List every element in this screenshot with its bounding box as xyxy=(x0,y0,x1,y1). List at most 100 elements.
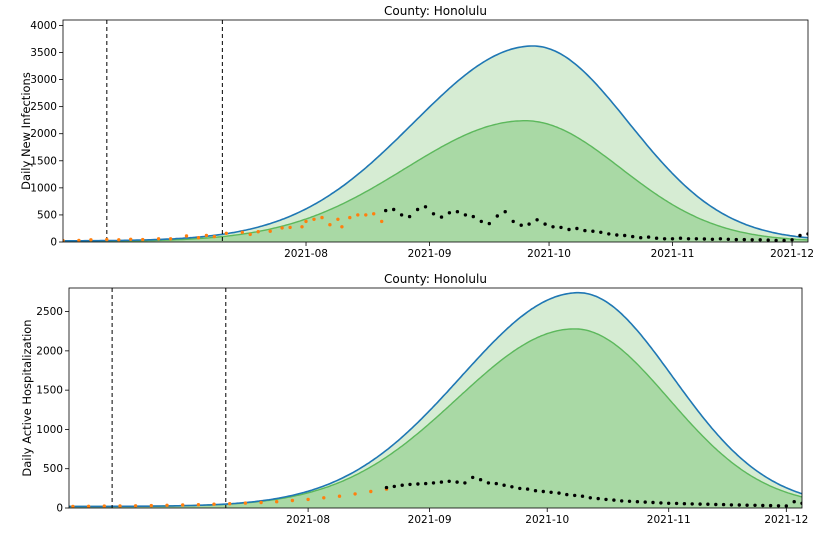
chart-title: County: Honolulu xyxy=(384,4,487,18)
y-tick-label: 1000 xyxy=(30,182,57,194)
training-point xyxy=(369,489,373,494)
observed-point xyxy=(710,237,715,241)
observed-point xyxy=(620,499,624,503)
observed-point xyxy=(575,226,579,231)
observed-point xyxy=(745,503,749,507)
training-point xyxy=(196,503,201,507)
y-axis-label: Daily New Infections xyxy=(19,72,33,190)
observed-point xyxy=(627,499,632,503)
observed-point xyxy=(670,237,675,241)
observed-point xyxy=(750,238,754,242)
training-point xyxy=(86,504,91,508)
training-point xyxy=(129,237,133,241)
training-point xyxy=(228,502,232,506)
observed-point xyxy=(742,237,746,242)
x-tick-label: 2021-09 xyxy=(408,248,452,260)
observed-point xyxy=(737,503,741,507)
observed-point xyxy=(567,227,571,232)
training-point xyxy=(181,503,185,507)
y-tick-label: 2000 xyxy=(36,345,63,357)
upper-projection-line xyxy=(63,45,808,242)
observed-point xyxy=(784,504,788,508)
observed-point xyxy=(415,207,420,212)
observed-point xyxy=(631,234,635,239)
training-point xyxy=(141,237,145,242)
y-tick-label: 4000 xyxy=(30,20,57,32)
observed-point xyxy=(551,225,555,229)
observed-point xyxy=(615,233,619,237)
observed-point xyxy=(494,481,498,486)
observed-point xyxy=(503,210,507,214)
observed-point xyxy=(525,487,530,491)
observed-point xyxy=(726,237,730,241)
observed-point xyxy=(662,237,667,241)
observed-point xyxy=(407,214,412,219)
training-point xyxy=(105,237,109,242)
observed-point xyxy=(527,222,531,226)
observed-point xyxy=(439,215,444,219)
plot-frame xyxy=(62,19,809,243)
observed-point xyxy=(543,222,547,226)
observed-point xyxy=(734,237,738,242)
training-point xyxy=(306,497,310,502)
training-point xyxy=(348,215,352,220)
y-tick-label: 500 xyxy=(43,463,63,475)
training-point xyxy=(259,500,263,505)
observed-point xyxy=(408,482,412,487)
chart-panel-hospitalization: 0 500 1000 1500 2000 2500 2021-08 2021-09 2021-1… xyxy=(0,268,824,536)
observed-point xyxy=(729,503,734,507)
training-point xyxy=(77,238,81,242)
observed-point xyxy=(761,503,765,508)
observed-point xyxy=(431,212,436,216)
training-point xyxy=(212,234,217,239)
x-tick-label: 2021-08 xyxy=(284,248,328,260)
training-point xyxy=(372,212,376,216)
hospitalization-chart: 0 500 1000 1500 2000 2500 2021-08 2021-09 2021-1… xyxy=(20,272,808,526)
x-tick-label: 2021-10 xyxy=(527,248,571,260)
observed-point xyxy=(714,502,718,507)
y-tick-label: 1000 xyxy=(36,424,63,436)
training-point xyxy=(288,225,292,230)
observed-point xyxy=(599,230,603,234)
plot-area xyxy=(63,20,808,242)
training-point xyxy=(102,504,107,508)
training-point xyxy=(149,503,153,508)
y-tick-label: 1500 xyxy=(30,155,57,167)
training-point xyxy=(204,233,209,238)
observed-point xyxy=(798,233,802,238)
observed-point xyxy=(471,475,475,480)
observed-point xyxy=(392,207,396,212)
observed-point xyxy=(580,494,585,498)
y-tick-label: 3000 xyxy=(30,74,57,86)
y-tick-label: 2000 xyxy=(30,128,57,140)
x-tick-label: 2021-11 xyxy=(647,514,691,526)
training-point xyxy=(212,502,216,506)
observed-point xyxy=(721,502,726,507)
observed-point xyxy=(463,213,468,217)
observed-point xyxy=(416,482,420,486)
observed-point xyxy=(694,237,699,241)
y-tick-label: 2500 xyxy=(30,101,57,113)
observed-point xyxy=(431,481,436,485)
training-point xyxy=(353,492,357,496)
infections-chart: 0 500 1000 1500 2000 2500 3000 3500 4000 2021-08 2… xyxy=(19,4,814,260)
observed-point xyxy=(478,478,483,482)
y-tick-label: 500 xyxy=(37,209,57,221)
observed-point xyxy=(455,480,459,484)
observed-point xyxy=(392,484,396,489)
training-point xyxy=(340,225,344,229)
observed-point xyxy=(423,205,428,209)
training-point xyxy=(63,238,65,242)
observed-point xyxy=(518,486,522,491)
observed-point xyxy=(487,221,491,226)
training-point xyxy=(380,219,384,224)
training-point xyxy=(168,237,173,241)
observed-point xyxy=(541,489,545,494)
training-point xyxy=(337,494,342,498)
training-point xyxy=(224,231,228,235)
observed-point xyxy=(667,501,671,505)
observed-point xyxy=(766,238,770,242)
x-tick-label: 2021-12 xyxy=(764,514,808,526)
training-point xyxy=(268,229,272,233)
observed-point xyxy=(447,211,452,215)
